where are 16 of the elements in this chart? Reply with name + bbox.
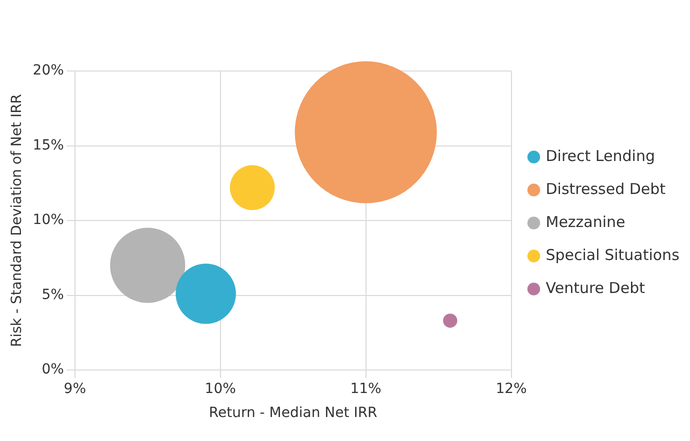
y-tick-label: 0% xyxy=(42,362,64,378)
legend-label: Venture Debt xyxy=(546,278,646,297)
legend-label: Distressed Debt xyxy=(546,180,666,198)
x-tick-label: 12% xyxy=(496,381,527,398)
y-tick-label: 15% xyxy=(32,137,64,154)
legend-label: Mezzanine xyxy=(546,212,626,231)
y-axis-title: Risk - Standard Deviation of Net IRR xyxy=(9,94,26,348)
x-tick-label: 9% xyxy=(64,381,86,398)
y-tick-label: 5% xyxy=(42,286,64,303)
legend-label: Direct Lending xyxy=(546,146,655,165)
y-tick-label: 10% xyxy=(32,212,64,228)
x-tick-label: 11% xyxy=(350,381,382,398)
legend-label: Special Situations xyxy=(546,246,680,264)
y-tick-label: 20% xyxy=(32,62,64,79)
x-axis-title: Return - Median Net IRR xyxy=(208,404,378,421)
x-tick-label: 10% xyxy=(204,381,236,398)
